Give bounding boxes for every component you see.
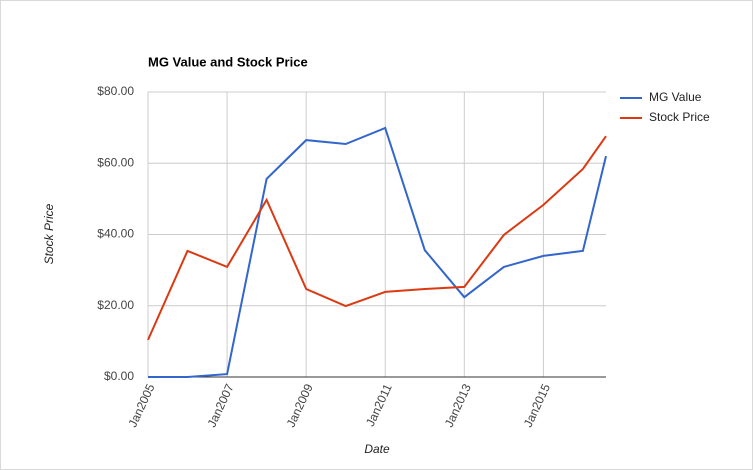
y-tick-label: $20.00 [97, 298, 134, 312]
chart-title: MG Value and Stock Price [148, 54, 308, 69]
y-tick-label: $0.00 [104, 369, 134, 383]
series-line [148, 126, 607, 378]
y-tick-label: $40.00 [97, 227, 134, 241]
legend-label: Stock Price [649, 110, 710, 124]
y-tick-label: $60.00 [97, 155, 134, 169]
series-line [147, 135, 607, 341]
y-tick-label: $80.00 [97, 84, 134, 98]
y-axis-title: Stock Price [42, 203, 56, 264]
legend-label: MG Value [649, 90, 702, 104]
x-axis-title: Date [364, 442, 390, 456]
